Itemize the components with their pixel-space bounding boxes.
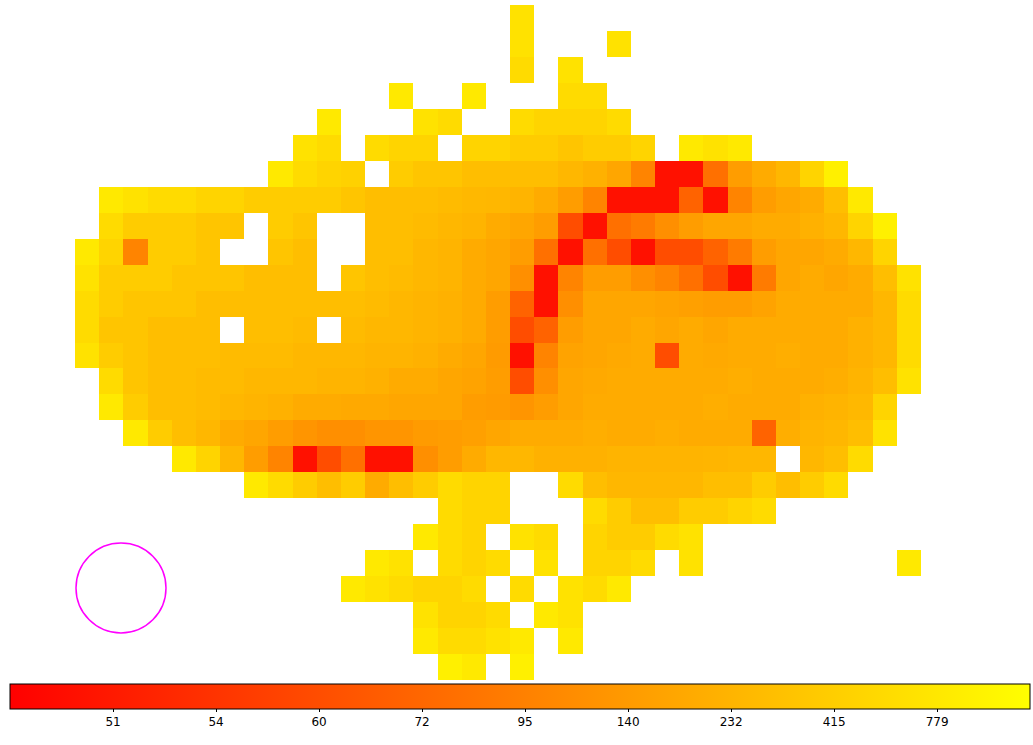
svg-text:60: 60 — [311, 715, 326, 729]
svg-text:95: 95 — [517, 715, 532, 729]
svg-text:140: 140 — [617, 715, 640, 729]
svg-text:72: 72 — [414, 715, 429, 729]
svg-text:232: 232 — [720, 715, 743, 729]
svg-text:415: 415 — [823, 715, 846, 729]
svg-text:51: 51 — [105, 715, 120, 729]
svg-text:54: 54 — [208, 715, 223, 729]
svg-text:779: 779 — [926, 715, 949, 729]
